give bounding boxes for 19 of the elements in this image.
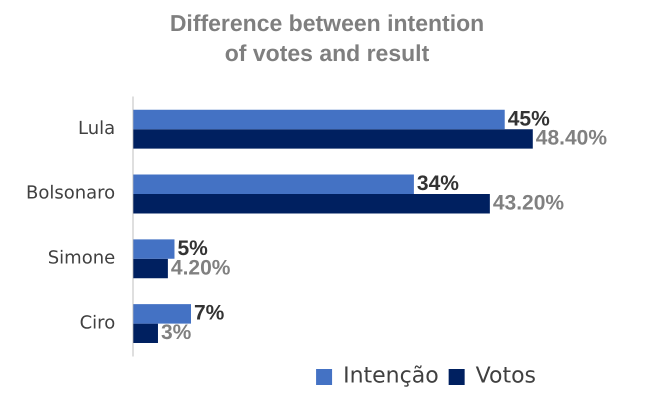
bar — [133, 258, 168, 278]
bar — [133, 324, 158, 344]
data-label: 7% — [194, 302, 225, 325]
bar — [133, 194, 490, 214]
bar — [133, 129, 533, 149]
y-tick-label: Ciro — [80, 312, 116, 334]
bar — [133, 174, 414, 194]
legend-label: Intenção — [343, 364, 439, 389]
y-tick-label: Bolsonaro — [26, 182, 116, 204]
legend-label: Votos — [476, 364, 536, 389]
bar — [133, 239, 174, 259]
y-tick-label: Simone — [48, 247, 116, 268]
data-label: 43.20% — [492, 192, 564, 215]
data-label: 3% — [160, 321, 192, 344]
y-tick-label: Lula — [78, 118, 116, 139]
data-label: 34% — [416, 172, 460, 196]
chart-title: Difference between intention of votes and result — [168, 9, 486, 68]
bar — [133, 304, 191, 324]
bar — [133, 110, 505, 130]
